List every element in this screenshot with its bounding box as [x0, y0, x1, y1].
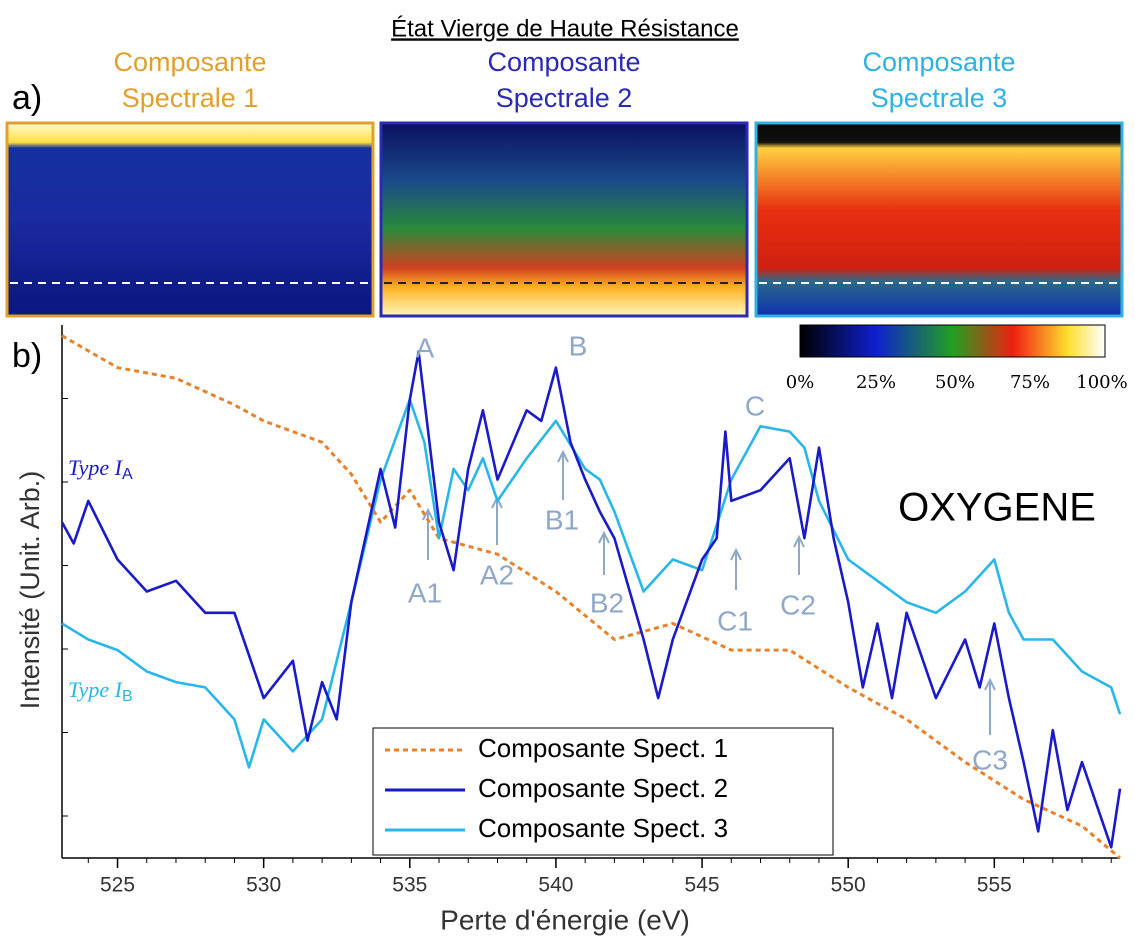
peak-label: A2	[480, 559, 514, 590]
x-axis-label: Perte d'énergie (eV)	[440, 904, 690, 935]
legend-label: Composante Spect. 3	[478, 813, 728, 843]
peak-label: C3	[972, 744, 1008, 775]
x-tick-label: 550	[831, 874, 866, 897]
type-label-text: Type I	[68, 455, 124, 480]
map-title: Composante	[487, 47, 640, 77]
colorbar-label: 25%	[856, 372, 896, 393]
colorbar-label: 50%	[935, 372, 975, 393]
legend-label: Composante Spect. 2	[478, 773, 728, 803]
panel-label: a)	[12, 79, 42, 117]
type-label: Type IA	[68, 455, 133, 483]
peak-label: A	[416, 332, 435, 363]
map-title: Composante	[862, 47, 1015, 77]
type-label: Type IB	[68, 677, 133, 705]
map-image	[754, 121, 1124, 318]
legend-label: Composante Spect. 1	[478, 733, 728, 763]
peak-label: C	[745, 390, 765, 421]
series-line	[61, 334, 1121, 860]
peak-label: B	[569, 330, 588, 361]
x-tick-label: 540	[538, 874, 573, 897]
arrows	[422, 449, 996, 735]
series-line	[61, 398, 1122, 769]
map-image	[5, 121, 375, 318]
panel-label: b)	[12, 337, 42, 375]
title: État Vierge de Haute Résistance	[391, 15, 739, 42]
series-line	[60, 350, 1122, 849]
x-tick-label: 525	[100, 874, 135, 897]
peak-label: C2	[780, 589, 816, 620]
element-label: OXYGENE	[898, 486, 1096, 530]
map-title: Spectrale 3	[871, 83, 1008, 113]
map-title: Composante	[113, 47, 266, 77]
peak-label: B2	[590, 587, 624, 618]
peak-label: C1	[717, 605, 753, 636]
colorbar	[799, 324, 1106, 358]
map-image	[379, 121, 749, 318]
x-tick-label: 555	[977, 874, 1012, 897]
colorbar-label: 100%	[1076, 372, 1127, 393]
type-label-sub: B	[122, 688, 133, 705]
type-label-sub: A	[122, 466, 133, 483]
map-title: Spectrale 2	[496, 83, 633, 113]
map-title: Spectrale 1	[122, 83, 259, 113]
colorbar-label: 0%	[786, 372, 815, 393]
x-tick-label: 545	[685, 874, 720, 897]
peak-label: A1	[408, 577, 442, 608]
x-tick-label: 530	[246, 874, 281, 897]
y-axis-label: Intensité (Unit. Arb.)	[15, 471, 45, 710]
type-label-text: Type I	[68, 677, 124, 702]
peak-label: B1	[545, 504, 579, 535]
x-tick-label: 535	[392, 874, 427, 897]
colorbar-label: 75%	[1010, 372, 1050, 393]
